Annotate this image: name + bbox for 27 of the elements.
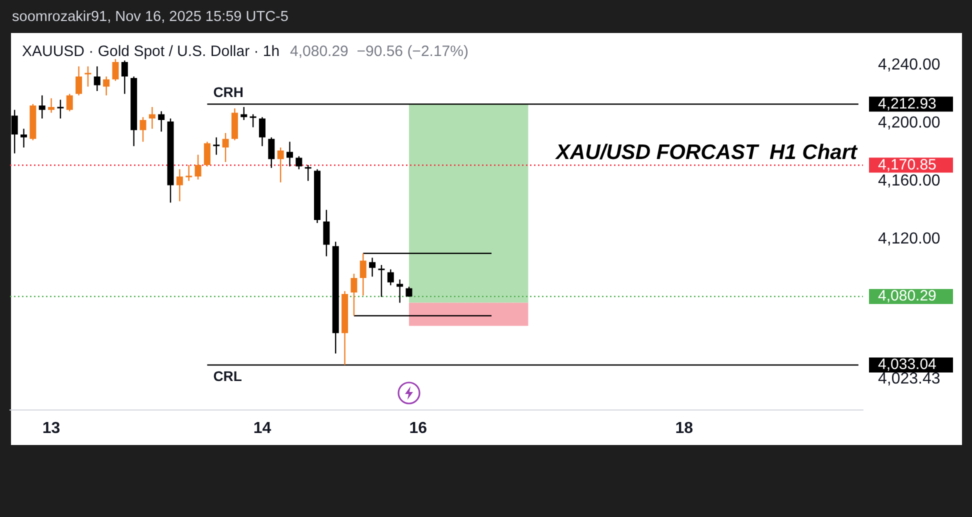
text: 4,080.29 −90.56 (−2.17%) [290, 43, 468, 60]
candlestick [20, 128, 28, 148]
candlestick [286, 142, 293, 166]
x-tick-label: 13 [42, 420, 60, 438]
text: soomrozakir91, Nov 16, 2025 15:59 UTC-5 [12, 9, 288, 25]
ref-line-label: 4,080.29 [878, 288, 936, 305]
annotation: CRL [213, 368, 242, 384]
ref-line-label: 4,170.85 [878, 156, 936, 174]
candlestick [369, 258, 376, 277]
y-tick-label: 4,160.00 [878, 172, 940, 190]
annotation: XAU/USD FORCAST H1 Chart [554, 140, 858, 164]
data-label: 4,212.93 [878, 95, 936, 112]
candlestick [121, 60, 128, 94]
x-tick-label: 16 [409, 420, 428, 438]
x-tick-label: 18 [675, 420, 694, 438]
x-tick-label: 14 [253, 420, 272, 438]
candlestick [158, 111, 165, 132]
y-tick-label: 4,200.00 [878, 114, 940, 132]
text: XAUUSD · Gold Spot / U.S. Dollar · 1h [22, 43, 280, 60]
y-tick-label: 4,120.00 [878, 230, 940, 248]
candlestick [103, 76, 110, 96]
y-tick-label: 4,240.00 [878, 56, 940, 74]
candlestick [396, 280, 404, 303]
candlestick [48, 98, 55, 113]
candlestick [148, 106, 156, 129]
annotation: CRH [213, 84, 244, 100]
candlestick [176, 169, 183, 202]
